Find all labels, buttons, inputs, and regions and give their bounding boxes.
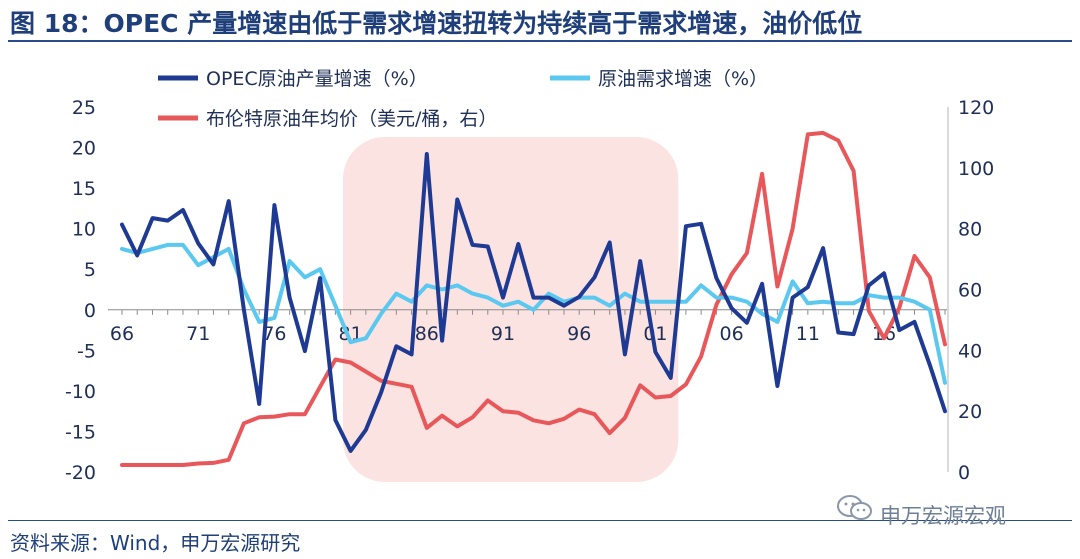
y-left-tick-label: 10 — [72, 219, 96, 241]
y-right-tick-label: 40 — [958, 340, 982, 362]
chart: -20 -15 -10 -5 0 5 10 15 20 25 0 20 40 60 80 100 120 66 71… — [65, 68, 994, 484]
legend-label: 布伦特原油年均价（美元/桶，右） — [206, 108, 497, 130]
x-tick-label: 76 — [262, 323, 286, 345]
y-left-tick-label: 5 — [84, 259, 96, 281]
legend-label: 原油需求增速（%） — [598, 68, 768, 90]
x-tick-label: 01 — [643, 323, 667, 345]
x-tick-label: 96 — [567, 323, 591, 345]
y-right-tick-label: 60 — [958, 280, 982, 302]
demand-growth-line — [120, 242, 947, 385]
y-right-tick-label: 100 — [958, 158, 994, 180]
figure-title: 图 18：OPEC 产量增速由低于需求增速扭转为持续高于需求增速，油价低位 — [10, 9, 863, 38]
y-left-tick-label: 20 — [72, 138, 96, 160]
y-right-tick-label: 120 — [958, 97, 994, 119]
y-right-tick-label: 20 — [958, 401, 982, 423]
x-tick-label: 66 — [110, 323, 134, 345]
title-rule — [8, 40, 1072, 42]
y-left-tick-label: -20 — [65, 462, 96, 484]
y-right-tick-label: 80 — [958, 219, 982, 241]
footer-rule — [8, 520, 1072, 521]
x-tick-label: 06 — [720, 323, 744, 345]
watermark: 申万宏源宏观 — [880, 504, 1006, 528]
brent-price-line — [120, 130, 947, 467]
y-left-tick-label: -15 — [65, 421, 96, 443]
x-tick-label: 71 — [186, 323, 210, 345]
x-tick-label: 86 — [415, 323, 439, 345]
source-note: 资料来源：Wind，申万宏源研究 — [10, 531, 301, 555]
y-left-tick-label: 0 — [84, 300, 96, 322]
y-left-tick-label: 15 — [72, 178, 96, 200]
y-right-tick-label: 0 — [958, 462, 970, 484]
legend-label: OPEC原油产量增速（%） — [206, 68, 428, 90]
wechat-icon — [837, 495, 872, 520]
opec-production-growth-line — [120, 152, 947, 453]
y-left-tick-label: -5 — [77, 340, 96, 362]
y-left-tick-label: -10 — [65, 381, 96, 403]
y-left-tick-label: 25 — [72, 97, 96, 119]
x-tick-label: 11 — [796, 323, 820, 345]
x-tick-label: 91 — [491, 323, 515, 345]
